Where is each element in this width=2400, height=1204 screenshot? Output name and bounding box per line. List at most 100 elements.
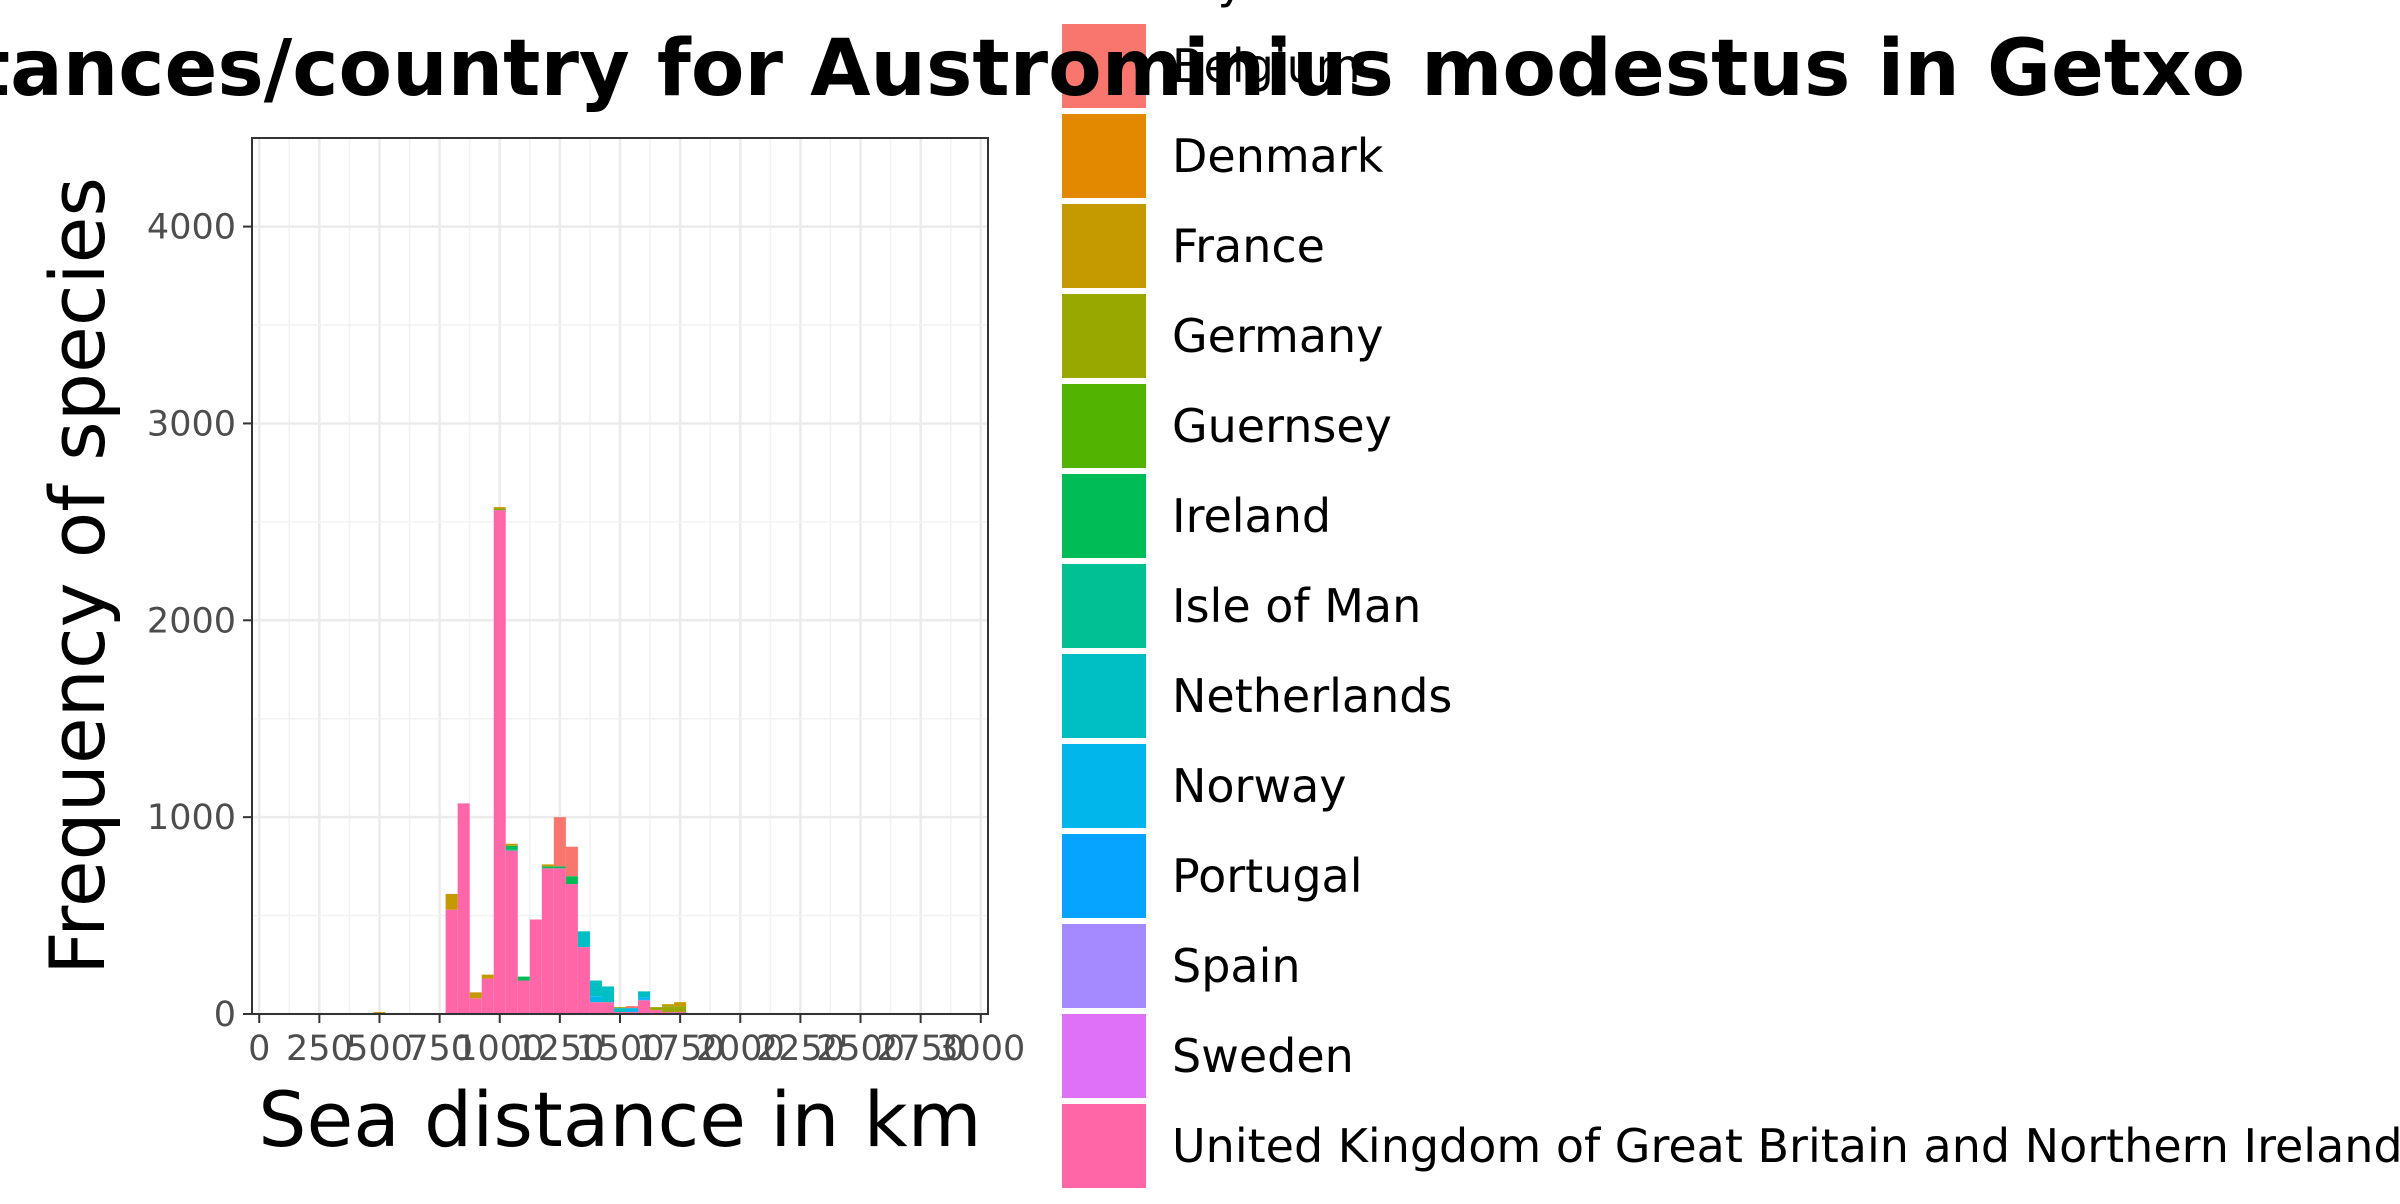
y-tick-label: 4000 bbox=[147, 208, 236, 248]
bar-belgium bbox=[553, 817, 566, 867]
bar-united-kingdom-of-great-britain-and-northern-ireland bbox=[650, 1010, 663, 1014]
legend-key bbox=[1062, 294, 1146, 378]
x-tick-label: 2000 bbox=[696, 1029, 785, 1069]
bar-netherlands bbox=[601, 986, 614, 1003]
bar-norway bbox=[638, 997, 651, 1000]
bar-united-kingdom-of-great-britain-and-northern-ireland bbox=[457, 803, 470, 1014]
bar-guernsey bbox=[493, 509, 506, 511]
legend-key bbox=[1062, 744, 1146, 828]
x-tick-label: 3000 bbox=[936, 1029, 1025, 1069]
bar-united-kingdom-of-great-britain-and-northern-ireland bbox=[638, 1000, 651, 1014]
x-tick-label: 750 bbox=[406, 1029, 473, 1069]
chart-title: Sea distances/country for Austrominius m… bbox=[0, 24, 2245, 114]
bar-united-kingdom-of-great-britain-and-northern-ireland bbox=[445, 909, 458, 1014]
bar-portugal bbox=[638, 999, 651, 1001]
x-tick-label: 2500 bbox=[816, 1029, 905, 1069]
legend-key bbox=[1062, 834, 1146, 918]
x-tick-label: 250 bbox=[286, 1029, 353, 1069]
bar-netherlands bbox=[638, 991, 651, 998]
x-tick-label: 500 bbox=[346, 1029, 413, 1069]
x-tick-label: 1000 bbox=[455, 1029, 544, 1069]
bar-united-kingdom-of-great-britain-and-northern-ireland bbox=[469, 998, 482, 1014]
legend-key bbox=[1062, 1014, 1146, 1098]
bar-ireland bbox=[565, 876, 578, 885]
legend-label: Sweden bbox=[1172, 1029, 1354, 1083]
bar-ireland bbox=[505, 845, 518, 850]
bar-germany bbox=[662, 1006, 675, 1013]
bar-united-kingdom-of-great-britain-and-northern-ireland bbox=[481, 978, 494, 1014]
legend-label: France bbox=[1172, 219, 1325, 273]
x-tick-label: 2750 bbox=[876, 1029, 965, 1069]
bar-france bbox=[674, 1002, 687, 1007]
legend-label: United Kingdom of Great Britain and Nort… bbox=[1172, 1119, 2400, 1173]
bar-belgium bbox=[626, 1006, 639, 1009]
bar-united-kingdom-of-great-britain-and-northern-ireland bbox=[517, 980, 530, 1014]
bar-united-kingdom-of-great-britain-and-northern-ireland bbox=[505, 850, 518, 1014]
bar-norway bbox=[626, 1008, 639, 1013]
bars bbox=[373, 507, 723, 1014]
bar-united-kingdom-of-great-britain-and-northern-ireland bbox=[601, 1002, 614, 1014]
bar-netherlands bbox=[613, 1008, 627, 1013]
x-tick-label: 1500 bbox=[575, 1029, 664, 1069]
bar-ireland bbox=[541, 866, 554, 869]
bar-united-kingdom-of-great-britain-and-northern-ireland bbox=[529, 919, 542, 1014]
x-tick-label: 1250 bbox=[515, 1029, 604, 1069]
y-tick-label: 3000 bbox=[147, 404, 236, 444]
legend-key bbox=[1062, 114, 1146, 198]
grid bbox=[252, 138, 988, 1016]
bar-united-kingdom-of-great-britain-and-northern-ireland bbox=[553, 868, 566, 1014]
legend-label: Germany bbox=[1172, 309, 1383, 363]
bar-ireland bbox=[517, 976, 530, 981]
bar-france bbox=[469, 992, 482, 999]
bar-united-kingdom-of-great-britain-and-northern-ireland bbox=[493, 510, 506, 1014]
y-tick-label: 0 bbox=[214, 995, 236, 1035]
legend-key bbox=[1062, 924, 1146, 1008]
bar-germany bbox=[674, 1006, 687, 1013]
legend-key bbox=[1062, 564, 1146, 648]
legend-label: Guernsey bbox=[1172, 399, 1392, 453]
axes: 0 250500750100012501500175020002250250027… bbox=[147, 208, 1025, 1069]
bar-united-kingdom-of-great-britain-and-northern-ireland bbox=[541, 868, 554, 1014]
legend-label: Denmark bbox=[1172, 129, 1384, 183]
legend-key bbox=[1062, 474, 1146, 558]
bar-france bbox=[541, 864, 554, 867]
legend-label: Portugal bbox=[1172, 849, 1363, 903]
bar-netherlands bbox=[589, 980, 602, 997]
y-axis-label: Frequency of species bbox=[33, 177, 122, 975]
legend-key bbox=[1062, 384, 1146, 468]
legend-key bbox=[1062, 24, 1146, 108]
legend-title: Country bbox=[1062, 0, 1245, 9]
legend-label: Spain bbox=[1172, 939, 1301, 993]
bar-france bbox=[505, 843, 518, 846]
legend-key bbox=[1062, 204, 1146, 288]
bar-united-kingdom-of-great-britain-and-northern-ireland bbox=[565, 884, 578, 1014]
y-tick-label: 2000 bbox=[147, 601, 236, 641]
bar-germany bbox=[613, 1007, 627, 1009]
legend: Country Belgium Denmark France Germany Guerns… bbox=[1062, 0, 2400, 1188]
bar-isle-of-man bbox=[505, 849, 518, 851]
x-tick-label: 0 bbox=[248, 1029, 270, 1069]
legend-label: Belgium bbox=[1172, 39, 1361, 93]
legend-label: Ireland bbox=[1172, 489, 1331, 543]
bar-france bbox=[445, 893, 458, 910]
legend-label: Norway bbox=[1172, 759, 1347, 813]
y-tick-label: 1000 bbox=[147, 798, 236, 838]
x-tick-label: 1750 bbox=[636, 1029, 725, 1069]
x-tick-label: 2250 bbox=[756, 1029, 845, 1069]
bar-ireland bbox=[553, 866, 566, 869]
bar-norway bbox=[589, 996, 602, 1003]
legend-label: Isle of Man bbox=[1172, 579, 1421, 633]
legend-key bbox=[1062, 654, 1146, 738]
bar-united-kingdom-of-great-britain-and-northern-ireland bbox=[577, 947, 590, 1014]
x-axis-label: Sea distance in km bbox=[258, 1075, 981, 1164]
bar-belgium bbox=[565, 846, 578, 877]
bar-france bbox=[481, 974, 494, 979]
bar-germany bbox=[650, 1007, 663, 1011]
bar-france bbox=[493, 507, 506, 510]
bar-netherlands bbox=[577, 931, 590, 948]
legend-label: Netherlands bbox=[1172, 669, 1452, 723]
bar-france bbox=[662, 1004, 675, 1007]
legend-key bbox=[1062, 1104, 1146, 1188]
